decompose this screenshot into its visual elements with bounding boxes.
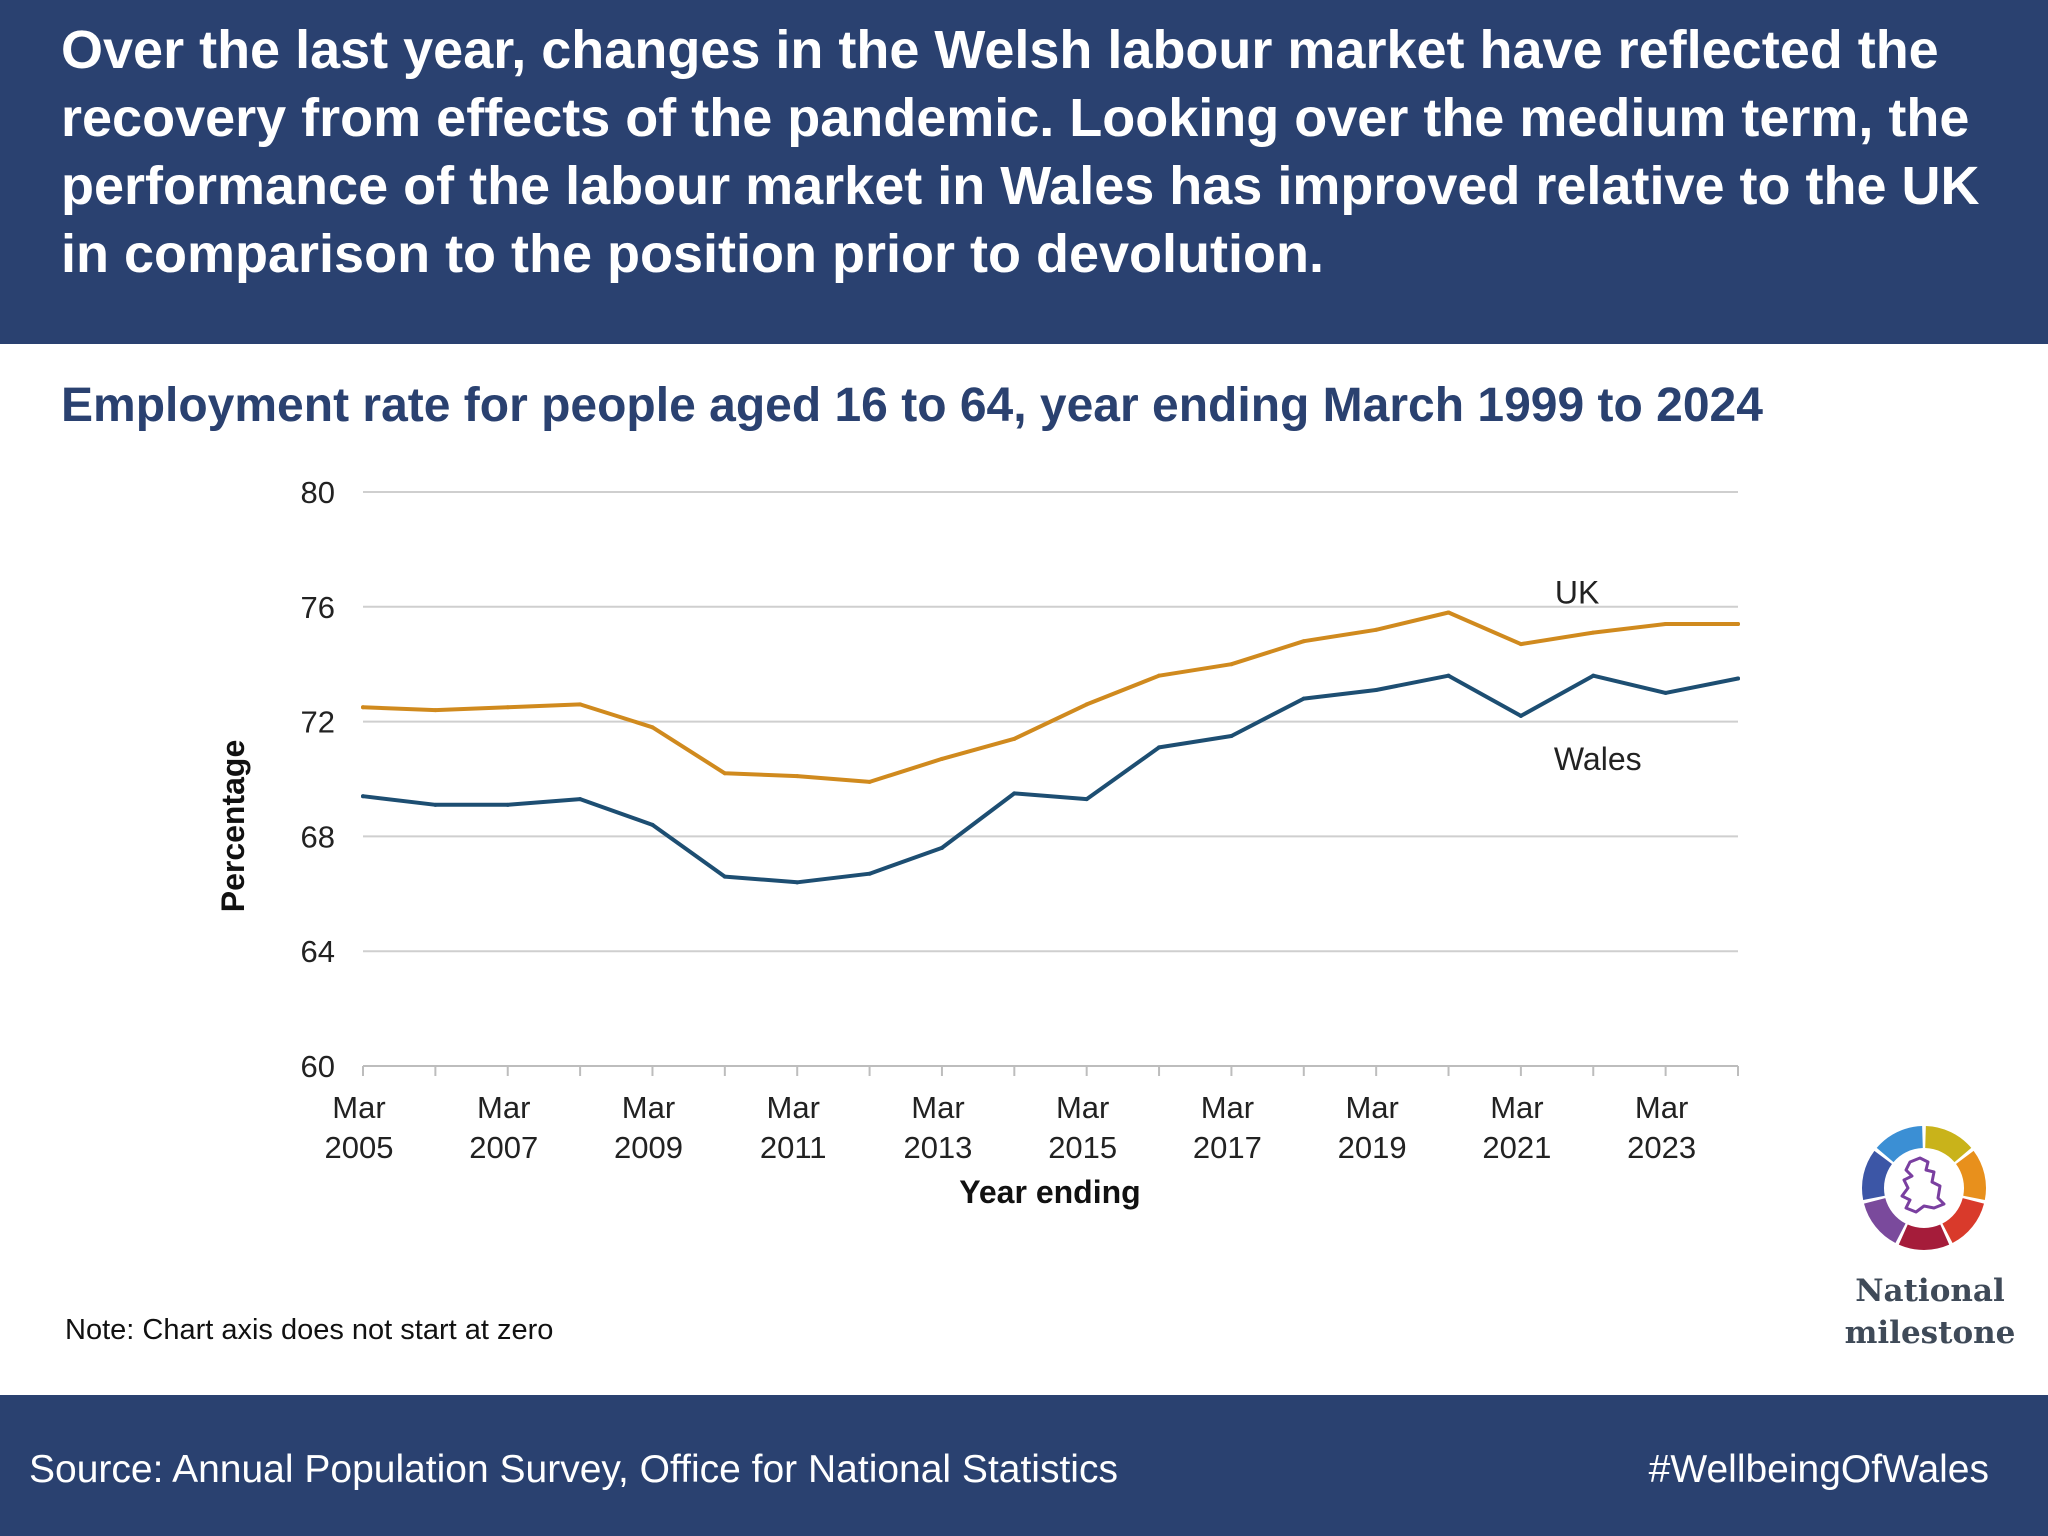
data-point-uk xyxy=(1084,702,1089,707)
data-point-wales xyxy=(505,802,510,807)
x-tick-label-2007: Mar 2007 xyxy=(469,1090,538,1165)
data-point-wales xyxy=(1229,733,1234,738)
data-point-uk xyxy=(1374,627,1379,632)
y-tick-label-72: 72 xyxy=(301,705,335,740)
data-point-wales xyxy=(1591,673,1596,678)
employment-rate-chart: 60 64 68 72 76 80 Mar 2005 Mar 2007 Mar 2009 Mar 201… xyxy=(215,475,1740,1210)
milestone-ring-segment xyxy=(1942,1198,1984,1244)
header-banner: Over the last year, changes in the Welsh… xyxy=(0,0,2048,344)
gridlines xyxy=(363,491,1738,1067)
data-point-uk xyxy=(433,708,438,713)
x-tick-label-2017: Mar 2017 xyxy=(1193,1090,1262,1165)
data-point-wales xyxy=(1663,690,1668,695)
milestone-ring xyxy=(1862,1126,1986,1250)
data-point-uk xyxy=(1157,673,1162,678)
series-line-wales xyxy=(361,673,1740,885)
data-point-uk xyxy=(578,702,583,707)
data-point-wales xyxy=(722,874,727,879)
x-tick-label-2023: Mar 2023 xyxy=(1627,1090,1696,1165)
x-tick-label-2011: Mar 2011 xyxy=(760,1090,827,1165)
x-tick-label-2021: Mar 2021 xyxy=(1482,1090,1551,1165)
data-point-uk xyxy=(1663,622,1668,627)
data-point-wales xyxy=(650,822,655,827)
data-point-uk xyxy=(1736,622,1740,627)
hashtag: #WellbeingOfWales xyxy=(1648,1448,1989,1491)
y-tick-label-76: 76 xyxy=(301,590,335,625)
data-point-wales xyxy=(1012,791,1017,796)
data-point-uk xyxy=(650,725,655,730)
data-point-uk xyxy=(795,774,800,779)
y-tick-label-64: 64 xyxy=(301,934,335,969)
source-text: Source: Annual Population Survey, Office… xyxy=(29,1448,1118,1491)
headline: Over the last year, changes in the Welsh… xyxy=(61,20,1980,284)
data-point-uk xyxy=(1446,610,1451,615)
data-point-uk xyxy=(361,705,365,710)
data-point-wales xyxy=(1084,797,1089,802)
x-axis-title: Year ending xyxy=(959,1174,1140,1210)
milestone-ring-segment xyxy=(1864,1198,1906,1244)
footer-banner xyxy=(0,1395,2048,1536)
x-tick-label-2005: Mar 2005 xyxy=(325,1090,394,1165)
data-point-wales xyxy=(795,880,800,885)
milestone-label-line1: National xyxy=(1855,1273,2005,1309)
chart-title: Employment rate for people aged 16 to 64… xyxy=(61,379,1763,432)
data-point-wales xyxy=(939,845,944,850)
data-point-wales xyxy=(1518,713,1523,718)
x-tick-label-2009: Mar 2009 xyxy=(614,1090,683,1165)
data-point-uk xyxy=(505,705,510,710)
data-point-wales xyxy=(1157,745,1162,750)
milestone-ring-center xyxy=(1890,1154,1958,1222)
data-point-uk xyxy=(722,771,727,776)
series-lines xyxy=(361,610,1740,885)
milestone-ring-segment xyxy=(1925,1126,1972,1163)
x-tick-label-2015: Mar 2015 xyxy=(1048,1090,1117,1165)
y-tick-label-60: 60 xyxy=(301,1049,335,1084)
milestone-ring-segment xyxy=(1876,1126,1923,1163)
series-label-uk: UK xyxy=(1555,575,1599,611)
data-point-wales xyxy=(867,871,872,876)
data-point-uk xyxy=(939,756,944,761)
data-point-uk xyxy=(1229,662,1234,667)
series-line-uk xyxy=(361,610,1740,784)
milestone-ring-segment xyxy=(1862,1150,1892,1200)
x-tick-label-2019: Mar 2019 xyxy=(1338,1090,1407,1165)
data-point-wales xyxy=(578,797,583,802)
x-tick-label-2013: Mar 2013 xyxy=(903,1090,972,1165)
national-milestone-logo xyxy=(1862,1126,1986,1250)
data-point-uk xyxy=(1518,642,1523,647)
milestone-ring-segment xyxy=(1898,1224,1950,1250)
data-point-wales xyxy=(1446,673,1451,678)
data-point-uk xyxy=(1301,639,1306,644)
y-tick-label-80: 80 xyxy=(301,475,335,510)
wales-outline-icon xyxy=(1900,1156,1946,1214)
series-labels: UK Wales xyxy=(1554,575,1642,778)
data-point-wales xyxy=(433,802,438,807)
chart-note: Note: Chart axis does not start at zero xyxy=(65,1314,554,1346)
series-label-wales: Wales xyxy=(1554,741,1642,777)
data-point-wales xyxy=(1374,688,1379,693)
milestone-label: National milestone xyxy=(1830,1270,2030,1354)
x-axis: Mar 2005 Mar 2007 Mar 2009 Mar 2011 Mar 2013 Mar 20… xyxy=(325,1066,1739,1165)
data-point-wales xyxy=(1301,696,1306,701)
data-point-uk xyxy=(1591,630,1596,635)
y-axis: 60 64 68 72 76 80 xyxy=(301,475,335,1084)
milestone-label-line2: milestone xyxy=(1844,1315,2016,1351)
data-point-wales xyxy=(1736,676,1740,681)
y-axis-title: Percentage xyxy=(215,740,251,913)
milestone-ring-segment xyxy=(1956,1150,1986,1200)
data-point-wales xyxy=(361,794,365,799)
data-point-uk xyxy=(1012,736,1017,741)
y-tick-label-68: 68 xyxy=(301,819,335,854)
data-point-uk xyxy=(867,779,872,784)
